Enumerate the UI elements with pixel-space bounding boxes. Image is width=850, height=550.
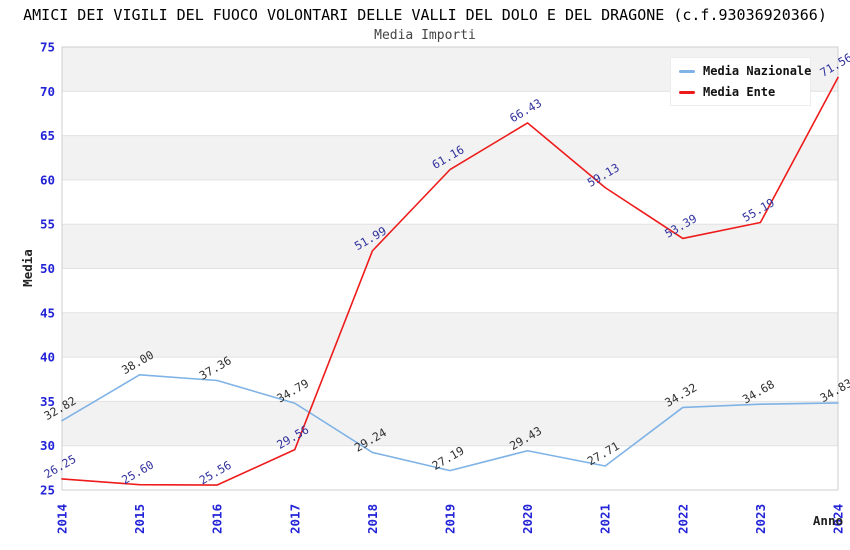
y-tick-label: 25 xyxy=(40,483,55,498)
legend-label: Media Nazionale xyxy=(703,64,812,78)
x-tick-label: 2021 xyxy=(598,504,613,534)
legend-item-media-nazionale: Media Nazionale xyxy=(679,64,811,78)
x-tick-label: 2017 xyxy=(287,504,302,534)
line-swatch-icon xyxy=(679,69,695,73)
x-tick-label: 2016 xyxy=(210,504,225,534)
y-tick-label: 35 xyxy=(40,394,55,409)
grid-band xyxy=(62,224,838,269)
y-tick-label: 45 xyxy=(40,305,55,320)
x-tick-label: 2014 xyxy=(55,504,70,534)
x-tick-label: 2019 xyxy=(443,504,458,534)
x-tick-label: 2015 xyxy=(132,504,147,534)
x-tick-label: 2018 xyxy=(365,504,380,534)
y-tick-label: 55 xyxy=(40,217,55,232)
chart-title: AMICI DEI VIGILI DEL FUOCO VOLONTARI DEL… xyxy=(23,6,827,24)
grid-band xyxy=(62,268,838,313)
grid-band xyxy=(62,312,838,358)
legend: Media Nazionale Media Ente xyxy=(670,57,811,106)
y-tick-label: 60 xyxy=(40,172,55,187)
grid-band xyxy=(62,401,838,446)
chart-subtitle: Media Importi xyxy=(374,28,476,43)
y-tick-label: 50 xyxy=(40,261,55,276)
x-tick-label: 2024 xyxy=(831,504,846,534)
y-tick-label: 30 xyxy=(40,438,55,453)
y-tick-label: 75 xyxy=(40,40,55,55)
grid-band xyxy=(62,135,838,180)
x-tick-label: 2020 xyxy=(520,504,535,534)
legend-label: Media Ente xyxy=(703,85,776,99)
series-line xyxy=(61,374,839,472)
y-tick-label: 65 xyxy=(40,128,55,143)
grid-band xyxy=(62,445,838,490)
y-tick-label: 40 xyxy=(40,350,55,365)
series-line xyxy=(61,76,839,486)
x-axis-title: Anno xyxy=(812,513,843,528)
plot-border xyxy=(61,46,839,491)
x-tick-label: 2022 xyxy=(675,504,690,534)
x-tick-label: 2023 xyxy=(753,504,768,534)
line-swatch-icon xyxy=(679,90,695,94)
y-axis-title: Media xyxy=(20,249,35,287)
legend-item-media-ente: Media Ente xyxy=(679,85,802,99)
grid-band xyxy=(62,357,838,402)
y-tick-label: 70 xyxy=(40,84,55,99)
grid-band xyxy=(62,179,838,225)
